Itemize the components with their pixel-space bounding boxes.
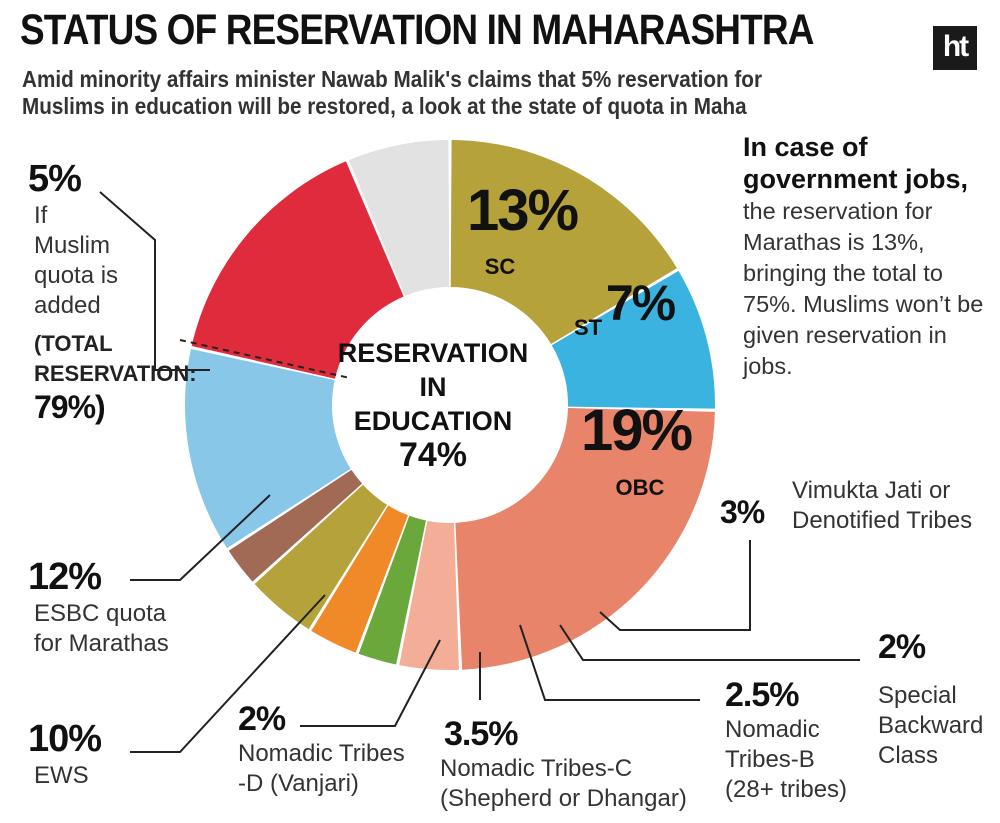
slice-obc [455,408,715,670]
annotation-esbc-l1: ESBC quota [34,600,167,627]
leader-muslim-dashed [179,339,351,379]
slice-vimukta-jati-or-denotified-tribes [399,520,459,670]
subtitle: Amid minority affairs minister Nawab Mal… [22,66,763,119]
annotation-ntc-value: 3.5% [444,715,518,753]
center-label-line1: RESERVATION [337,338,529,368]
annotation-ews-l1: EWS [34,762,89,789]
slice-ews [185,349,351,549]
annotation-total-l3: 79%) [34,389,106,425]
slice-name-st: ST [574,315,603,340]
ht-logo: ht [933,26,977,70]
annotation-muslim-l4: added [34,292,101,319]
slice-special-backward-class [358,515,426,665]
government-jobs-text: the reservation for Marathas is 13%, bri… [743,198,984,379]
annotation-ntd-l2: -D (Vanjari) [238,770,359,797]
leader-ews [130,594,326,753]
government-jobs-heading: In case of government jobs, [743,132,969,194]
slice-name-sc: SC [485,254,516,279]
annotation-ews: 10% EWS [28,718,102,791]
annotation-vjnt-value: 3% [720,494,765,530]
leader-esbc [130,494,271,581]
slice-st [551,270,715,409]
annotation-ews-value: 10% [28,718,102,760]
slice-labels: 13% SC 7%ST 19% OBC [467,178,695,500]
annotation-ntc-l1: Nomadic Tribes-C [440,755,633,782]
donut-slices [185,140,715,670]
annotation-total-l1: (TOTAL [34,331,113,356]
government-jobs-note: In case of government jobs, the reservat… [743,132,993,382]
center-label: RESERVATION IN EDUCATION 74% [318,336,548,472]
annotation-ntc-l2: (Shepherd or Dhangar) [440,785,687,812]
slice-name-obc: OBC [616,475,665,500]
annotation-sbc-value: 2% [878,628,926,666]
leader-vjnt [599,540,751,631]
leader-lines [99,191,860,753]
annotation-ntb-l2: Tribes-B [725,746,815,773]
slice-if-muslim-quota-is-added [348,140,450,296]
annotation-ntb-l1: Nomadic [725,716,820,743]
center-label-line2: IN [419,372,447,402]
center-label-line3: EDUCATION [353,406,513,436]
slice-sc [450,140,677,345]
slice-value-sc: 13% [467,178,579,243]
annotation-esbc-l2: for Marathas [34,630,169,657]
annotation-ntd: 2% Nomadic Tribes -D (Vanjari) [238,700,405,799]
annotation-ntb: 2.5% Nomadic Tribes-B (28+ tribes) [725,676,847,805]
slice-nomadic-tribes-d-vanjari [228,469,363,582]
page-title: STATUS OF RESERVATION IN MAHARASHTRA [20,6,814,54]
slice-value-obc: 19% [581,398,693,463]
annotation-sbc-l2: Backward [878,712,984,739]
annotation-esbc-value: 12% [28,556,102,598]
annotation-sbc: 2% Special Backward Class [878,628,983,771]
annotation-ntc: 3.5% Nomadic Tribes-C (Shepherd or Dhang… [440,715,687,814]
annotation-muslim-l1: If [34,202,48,229]
slice-nomadic-tribes-b-28-tribes [311,505,409,653]
annotation-vjnt-l2: Denotified Tribes [792,507,973,534]
leader-muslim [99,191,210,371]
annotation-vjnt-l1: Vimukta Jati or [792,477,951,504]
annotation-muslim-l3: quota is [34,262,119,289]
annotation-muslim-value: 5% [28,158,82,200]
annotation-total-l2: RESERVATION: [34,361,197,386]
annotation-muslim-l2: Muslim [34,232,110,259]
annotation-ntb-value: 2.5% [725,676,800,714]
annotation-sbc-l1: Special [878,682,957,709]
slice-value-st: 7% [606,275,676,331]
leader-ntd [300,639,441,727]
annotation-vjnt-value-wrap: 3% [720,494,765,531]
annotation-muslim: 5% If Muslim quota is added (TOTAL RESER… [28,158,197,426]
annotation-ntd-value: 2% [238,700,286,738]
leader-ntb [519,624,700,701]
annotation-ntb-l3: (28+ tribes) [725,776,848,803]
leader-sbc [559,624,860,661]
annotation-vjnt: Vimukta Jati or Denotified Tribes [792,476,972,536]
annotation-sbc-l3: Class [878,742,939,769]
slice-nomadic-tribes-c-shepherd-or-dhangar [254,484,388,630]
center-label-line4: 74% [398,436,468,474]
annotation-ntd-l1: Nomadic Tribes [238,740,405,767]
annotation-esbc: 12% ESBC quota for Marathas [28,556,169,659]
slice-esbc-quota-for-marathas [191,161,404,379]
